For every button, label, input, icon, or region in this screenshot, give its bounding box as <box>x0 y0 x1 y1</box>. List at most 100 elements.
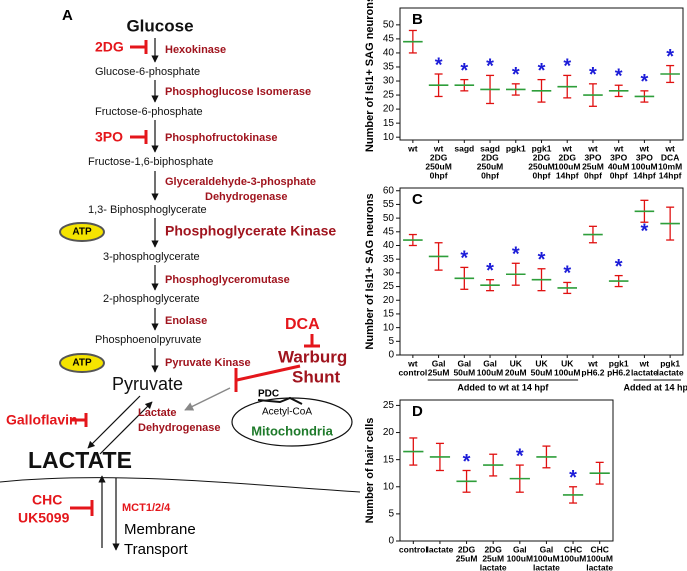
group-label: Added at 14 hpf <box>624 382 687 392</box>
y-tick-label: 20 <box>383 295 395 306</box>
x-tick-label: 0hpf <box>430 170 448 180</box>
x-tick-label: CHC <box>564 544 582 554</box>
y-tick-label: 30 <box>383 76 395 87</box>
y-tick-label: 10 <box>383 132 395 143</box>
metabolite: Fructose-6-phosphate <box>95 106 203 118</box>
x-tick-label: wt <box>613 143 624 153</box>
significance-star: * <box>486 56 494 78</box>
x-tick-label: lactate <box>480 562 507 571</box>
x-tick-label: CHC <box>590 544 608 554</box>
significance-star: * <box>460 248 468 270</box>
significance-star: * <box>516 445 524 467</box>
atp-label: ATP <box>72 358 92 369</box>
mitochondrion <box>231 397 353 447</box>
x-tick-label: wt <box>407 358 418 368</box>
x-tick-label: wt <box>639 143 650 153</box>
y-tick-label: 20 <box>383 104 395 115</box>
atp-ellipse <box>59 353 105 373</box>
significance-star: * <box>563 263 571 285</box>
mito-label: PDC <box>258 389 279 400</box>
x-tick-label: sagd <box>480 143 500 153</box>
y-tick-label: 40 <box>383 48 395 59</box>
y-tick-label: 35 <box>383 254 395 265</box>
y-tick-label: 35 <box>383 62 395 73</box>
x-tick-label: 2DG <box>458 544 476 554</box>
significance-star: * <box>615 256 623 278</box>
panel-label: C <box>412 191 423 208</box>
x-tick-label: wt <box>562 143 573 153</box>
y-tick-label: 25 <box>383 90 395 101</box>
x-tick-label: 50uM <box>453 367 475 377</box>
metabolite: 1,3- Biphosphoglycerate <box>88 204 207 216</box>
x-tick-label: Gal <box>457 358 471 368</box>
inhibitor: 2DG <box>95 39 124 55</box>
x-tick-label: lactate <box>426 544 453 554</box>
x-tick-label: 14hpf <box>659 170 682 180</box>
transport-label: Membrane <box>124 521 196 538</box>
significance-star: * <box>538 60 546 82</box>
metabolite: LACTATE <box>28 447 132 473</box>
x-tick-label: pgk1 <box>506 143 526 153</box>
y-tick-label: 5 <box>388 509 394 520</box>
y-axis-title: Number of Isl1+ SAG neurons <box>364 193 376 349</box>
shunt-label: Warburg <box>278 347 347 366</box>
x-tick-label: Gal <box>540 544 554 554</box>
dot-plot: B Number of Isl1+ SAG neurons 10 15 20 25 30 35… <box>364 0 684 180</box>
x-tick-label: 250uM <box>528 161 554 171</box>
x-tick-label: pH6.2 <box>607 367 630 377</box>
y-tick-label: 25 <box>383 400 395 411</box>
x-tick-label: 2DG <box>533 152 551 162</box>
x-tick-label: lactate <box>533 562 560 571</box>
y-tick-label: 15 <box>383 118 395 129</box>
enzyme: Phosphoglyceromutase <box>165 274 290 286</box>
x-tick-label: wt <box>587 143 598 153</box>
x-tick-label: 3PO <box>584 152 601 162</box>
atp-ellipse <box>59 222 105 242</box>
significance-star: * <box>569 467 577 489</box>
x-tick-label: 14hpf <box>556 170 579 180</box>
x-tick-label: 20uM <box>505 367 527 377</box>
panel-label: D <box>412 403 423 420</box>
x-tick-label: lactate <box>657 367 684 377</box>
y-tick-label: 0 <box>388 350 394 361</box>
x-tick-label: Gal <box>483 358 497 368</box>
pathway-diagram: A Glu <box>0 7 361 558</box>
arrows <box>0 38 361 551</box>
x-tick-label: DCA <box>661 152 679 162</box>
mito-label: Mitochondria <box>251 423 333 438</box>
significance-star: * <box>463 451 471 473</box>
inhibitor: CHC <box>32 492 62 508</box>
x-tick-label: 3PO <box>610 152 627 162</box>
y-tick-label: 55 <box>383 199 395 210</box>
enzyme: Enolase <box>165 315 207 327</box>
enzyme: Phosphoglycerate Kinase <box>165 223 336 239</box>
y-tick-label: 25 <box>383 281 395 292</box>
x-tick-label: lactate <box>586 562 613 571</box>
enzyme: MCT1/2/4 <box>122 502 171 514</box>
metabolite: Fructose-1,6-biphosphate <box>88 156 213 168</box>
x-tick-label: wt <box>664 143 675 153</box>
x-tick-label: wt <box>639 358 650 368</box>
significance-star: * <box>460 60 468 82</box>
y-tick-label: 15 <box>383 454 395 465</box>
significance-star: * <box>538 249 546 271</box>
y-tick-label: 0 <box>388 536 394 547</box>
x-tick-label: 100uM <box>631 161 657 171</box>
metabolite: 3-phosphoglycerate <box>103 251 200 263</box>
enzyme: Hexokinase <box>165 44 226 56</box>
y-tick-label: 15 <box>383 309 395 320</box>
x-tick-label: 2DG <box>430 152 448 162</box>
x-tick-label: 25uM <box>482 553 504 563</box>
y-tick-label: 60 <box>383 185 395 196</box>
enzyme: Pyruvate Kinase <box>165 357 251 369</box>
x-tick-label: 100uM <box>533 553 559 563</box>
metabolite: Phosphoenolpyruvate <box>95 334 201 346</box>
y-tick-label: 20 <box>383 427 395 438</box>
x-tick-label: 100uM <box>560 553 586 563</box>
y-tick-label: 45 <box>383 226 395 237</box>
metabolite: Glucose-6-phosphate <box>95 66 200 78</box>
panel-label: B <box>412 11 423 28</box>
metabolite: Glucose <box>126 16 193 35</box>
significance-star: * <box>435 54 443 76</box>
